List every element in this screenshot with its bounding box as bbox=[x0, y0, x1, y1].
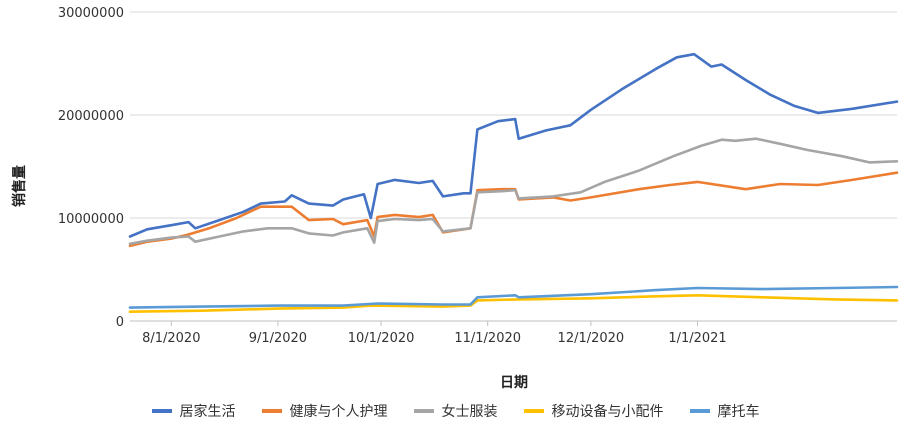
line-chart: 0 10000000 20000000 30000000 8/1/2020 9/1/20… bbox=[11, 6, 899, 391]
x-axis-title: 日期 bbox=[500, 375, 528, 391]
y-tick-label: 30000000 bbox=[58, 6, 124, 21]
x-tick-label: 12/1/2020 bbox=[558, 331, 625, 346]
series-line-0 bbox=[128, 52, 899, 238]
legend-label: 摩托车 bbox=[717, 404, 760, 420]
x-tick-label: 11/1/2020 bbox=[454, 331, 521, 346]
legend-swatch bbox=[689, 409, 710, 413]
series-line-4 bbox=[128, 285, 899, 309]
x-tick-labels: 8/1/2020 9/1/2020 10/1/2020 11/1/2020 12/1/2… bbox=[142, 321, 727, 346]
legend-label: 健康与个人护理 bbox=[289, 404, 388, 420]
y-tick-label: 0 bbox=[116, 315, 124, 330]
legend-item: 女士服装 bbox=[413, 401, 498, 421]
series-line-2 bbox=[128, 137, 899, 246]
x-tick-label: 8/1/2020 bbox=[142, 331, 200, 346]
legend: 居家生活 健康与个人护理 女士服装 移动设备与小配件 摩托车 bbox=[0, 400, 911, 422]
legend-swatch bbox=[261, 409, 282, 413]
legend-item: 居家生活 bbox=[151, 401, 236, 421]
legend-label: 移动设备与小配件 bbox=[551, 404, 664, 420]
legend-swatch bbox=[523, 409, 544, 413]
series-lines bbox=[128, 52, 899, 313]
series-line-3 bbox=[128, 294, 899, 313]
legend-label: 女士服装 bbox=[441, 404, 498, 420]
legend-swatch bbox=[151, 409, 172, 413]
x-tick-label: 10/1/2020 bbox=[348, 331, 415, 346]
y-tick-label: 10000000 bbox=[58, 212, 124, 227]
y-tick-label: 20000000 bbox=[58, 109, 124, 124]
series-line-1 bbox=[128, 171, 899, 248]
y-tick-labels: 0 10000000 20000000 30000000 bbox=[58, 6, 124, 330]
x-tick-label: 9/1/2020 bbox=[249, 331, 307, 346]
legend-label: 居家生活 bbox=[179, 404, 236, 420]
gridlines bbox=[130, 11, 897, 322]
x-tick-label: 1/1/2021 bbox=[668, 331, 726, 346]
legend-swatch bbox=[413, 409, 434, 413]
legend-item: 摩托车 bbox=[689, 401, 760, 421]
legend-item: 移动设备与小配件 bbox=[523, 401, 664, 421]
legend-item: 健康与个人护理 bbox=[261, 401, 388, 421]
y-axis-title: 销售量 bbox=[11, 165, 28, 207]
